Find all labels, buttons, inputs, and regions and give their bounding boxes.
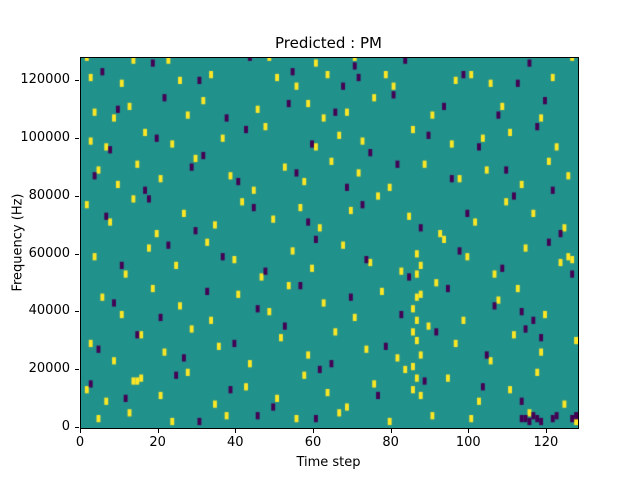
y-tick-mark [75, 253, 79, 255]
x-tick-label: 40 [227, 435, 244, 450]
x-tick-mark [157, 429, 159, 433]
x-tick-mark [390, 429, 392, 433]
x-tick-label: 80 [382, 435, 399, 450]
y-tick-label: 40000 [28, 303, 70, 319]
y-tick-mark [75, 311, 79, 313]
y-tick-mark [75, 195, 79, 197]
x-tick-label: 0 [75, 435, 85, 450]
x-tick-label: 20 [149, 435, 166, 450]
y-tick-label: 100000 [20, 129, 70, 145]
y-tick-mark [75, 369, 79, 371]
chart-title: Predicted : PM [275, 34, 382, 52]
heatmap-canvas [81, 58, 578, 428]
x-tick-mark [235, 429, 237, 433]
y-tick-mark [75, 137, 79, 139]
y-tick-label: 20000 [28, 361, 70, 377]
x-tick-label: 120 [533, 435, 559, 450]
y-tick-label: 0 [61, 419, 70, 434]
x-tick-mark [468, 429, 470, 433]
x-tick-mark [80, 429, 81, 433]
x-tick-label: 60 [304, 435, 322, 450]
x-tick-label: 100 [455, 435, 481, 450]
y-tick-label: 80000 [28, 187, 70, 203]
y-axis-label: Frequency (Hz) [10, 193, 26, 292]
y-tick-mark [75, 80, 79, 82]
x-axis-label: Time step [296, 455, 361, 470]
x-tick-mark [312, 429, 314, 433]
plot-area [80, 57, 579, 429]
y-tick-mark [75, 427, 79, 428]
y-tick-label: 120000 [20, 72, 70, 88]
x-tick-mark [545, 429, 547, 433]
y-tick-label: 60000 [28, 245, 70, 261]
